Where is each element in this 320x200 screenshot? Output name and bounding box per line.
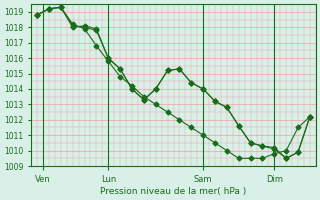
X-axis label: Pression niveau de la mer( hPa ): Pression niveau de la mer( hPa ) [100, 187, 247, 196]
